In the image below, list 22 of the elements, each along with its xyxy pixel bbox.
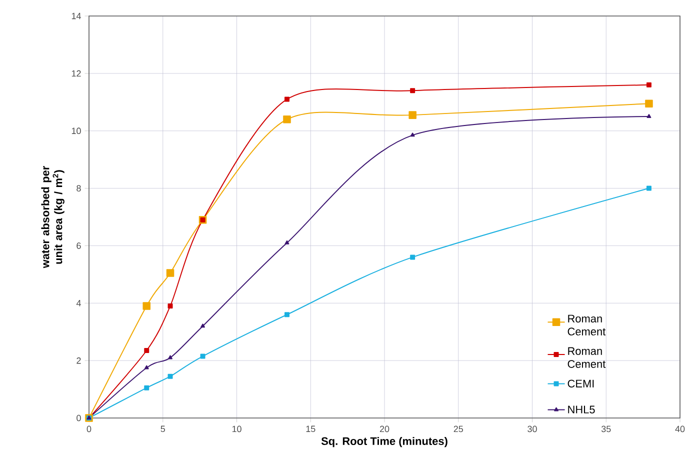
y-tick-label: 8 — [76, 185, 81, 192]
x-tick-label: 35 — [601, 426, 611, 432]
legend-label: Roman Cement — [568, 314, 606, 336]
legend-label: CEMI — [568, 380, 594, 388]
y-tick-label: 4 — [76, 300, 81, 306]
y-tick-label: 6 — [76, 242, 81, 249]
y-tick-label: 14 — [72, 12, 81, 20]
x-tick-label: 15 — [306, 426, 316, 432]
y-tick-label: 10 — [72, 128, 81, 134]
x-tick-label: 30 — [528, 426, 537, 432]
y-tick-label: 0 — [76, 414, 81, 422]
x-tick-label: 5 — [160, 426, 165, 432]
x-tick-label: 0 — [86, 426, 92, 432]
x-tick-label: 25 — [454, 426, 463, 432]
legend-label: NHL5 — [568, 406, 595, 414]
x-tick-label: 20 — [380, 426, 390, 432]
x-tick-label: 10 — [232, 426, 242, 432]
x-tick-label: 40 — [675, 426, 685, 432]
x-axis-title: Sq. Root Time (minutes) — [321, 436, 448, 448]
y-tick-label: 12 — [72, 70, 81, 77]
legend-label: Roman Cement — [568, 347, 606, 368]
y-tick-label: 2 — [76, 357, 81, 364]
